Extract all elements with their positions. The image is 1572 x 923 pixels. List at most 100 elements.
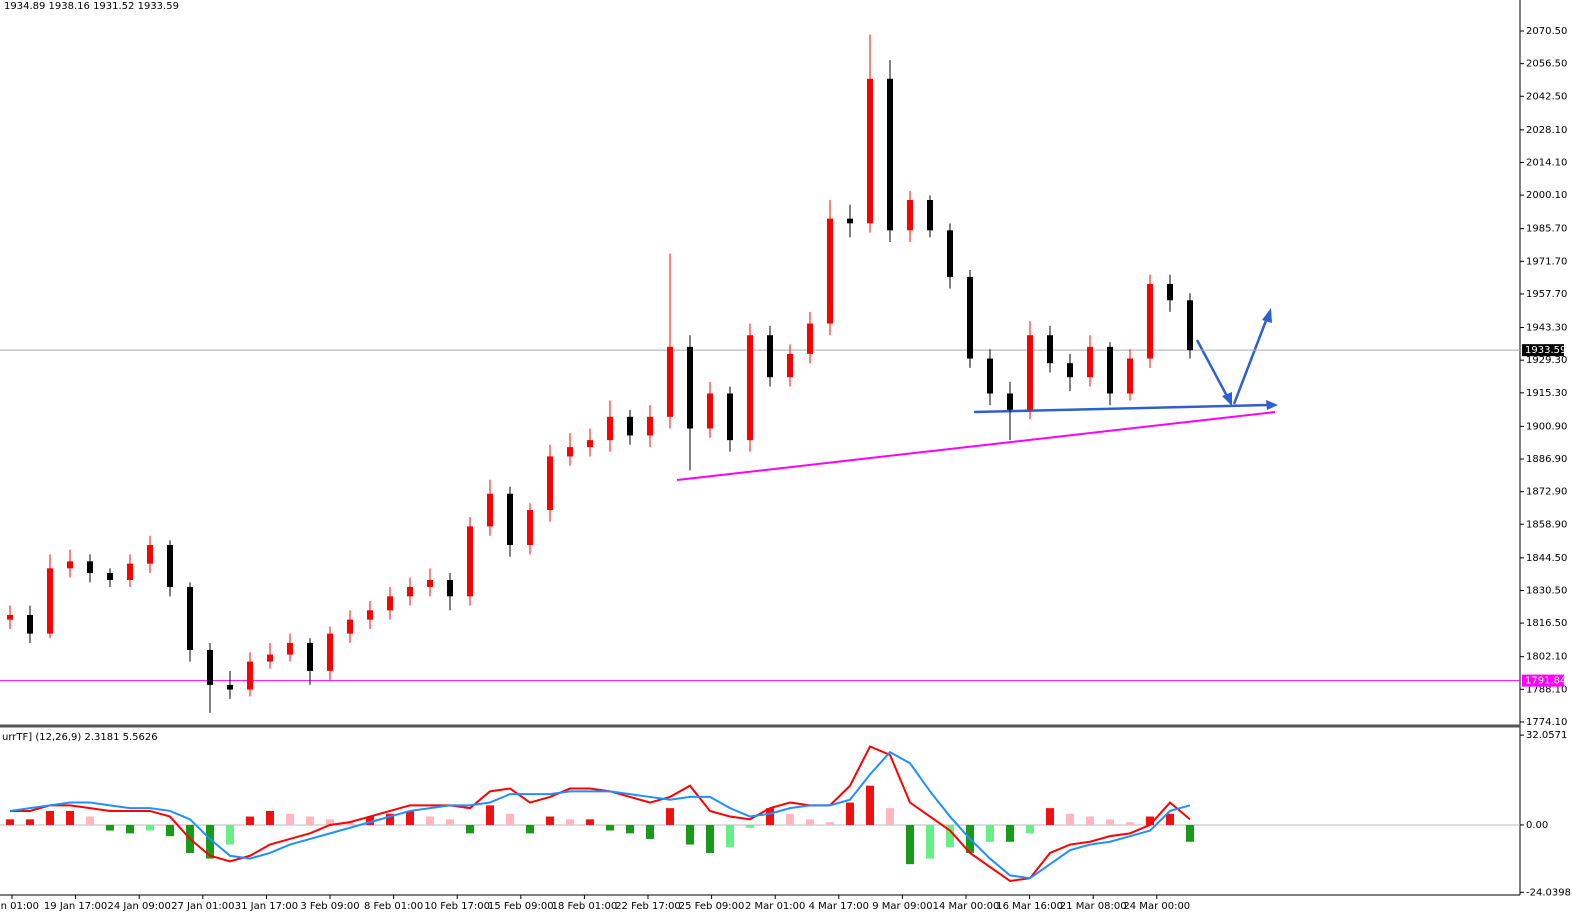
arrow-head	[1266, 400, 1278, 410]
candle-body	[627, 416, 633, 436]
y-tick-label: 2000.10	[1526, 190, 1567, 201]
candle-body	[347, 619, 353, 634]
histogram-bar	[746, 824, 754, 828]
candle-body	[1047, 335, 1053, 364]
candle-body	[887, 78, 893, 231]
histogram-bar	[926, 824, 934, 859]
y-tick-label: 1957.70	[1526, 289, 1567, 300]
candle-body	[507, 493, 513, 546]
histogram-bar	[6, 819, 14, 825]
y-tick-label: 1816.50	[1526, 618, 1567, 629]
candle-body	[207, 649, 213, 685]
candle-body	[187, 586, 193, 650]
candle-body	[467, 526, 473, 597]
histogram-bar	[646, 824, 654, 839]
candle-body	[927, 200, 933, 231]
candle-body	[1127, 358, 1133, 394]
histogram-bar	[946, 824, 954, 848]
y-tick-label: 1802.10	[1526, 652, 1567, 663]
arrow-head	[1222, 392, 1232, 406]
histogram-bar	[366, 816, 374, 825]
candle-body	[1167, 283, 1173, 301]
indicator-label: urrTF] (12,26,9) 2.3181 5.5626	[2, 732, 158, 743]
candle-body	[487, 493, 493, 527]
histogram-bar	[686, 824, 694, 845]
x-tick-label: 19 Jan 17:00	[44, 901, 107, 912]
x-tick-label: 10 Feb 17:00	[424, 901, 490, 912]
histogram-bar	[526, 824, 534, 834]
candle-body	[47, 568, 53, 634]
current-price-box	[1522, 344, 1564, 357]
y-tick-label: 1985.70	[1526, 224, 1567, 235]
candle-body	[1107, 346, 1113, 394]
forecast-arrow-down	[1195, 339, 1230, 399]
candle-body	[147, 545, 153, 564]
y-tick-label: 2042.50	[1526, 91, 1567, 102]
histogram-bar	[666, 808, 674, 825]
candle-body	[387, 596, 393, 611]
histogram-bar	[1006, 824, 1014, 842]
y-tick-label: 1915.30	[1526, 388, 1567, 399]
histogram-bar	[1066, 813, 1074, 825]
y-tick-label: 1971.70	[1526, 256, 1567, 267]
candle-body	[1087, 346, 1093, 378]
candle-body	[567, 447, 573, 457]
x-tick-label: 15 Feb 09:00	[488, 901, 554, 912]
candle-body	[267, 654, 273, 662]
y-tick-label: 2070.50	[1526, 26, 1567, 37]
histogram-bar	[806, 819, 814, 825]
neckline	[973, 403, 1269, 414]
candle-body	[787, 353, 793, 378]
candle-body	[1027, 335, 1033, 410]
candle-body	[847, 218, 853, 224]
y-tick-label: 1774.10	[1526, 717, 1567, 728]
candle-body	[7, 614, 13, 620]
histogram-bar	[386, 813, 394, 825]
x-tick-label: 21 Mar 08:00	[1060, 901, 1127, 912]
candle-body	[1147, 283, 1153, 359]
drawings	[676, 308, 1278, 481]
histogram-bar	[866, 785, 874, 825]
histogram-bar	[726, 824, 734, 848]
candle-body	[447, 580, 453, 597]
x-tick-label: 16 Mar 16:00	[996, 901, 1063, 912]
candle-body	[247, 661, 253, 690]
candle-body	[947, 230, 953, 277]
histogram-bar	[206, 824, 214, 859]
y-tick-label: 1886.90	[1526, 454, 1567, 465]
histogram-bar	[126, 824, 134, 834]
histogram-bar	[1146, 816, 1154, 825]
histogram-bar	[446, 819, 454, 825]
histogram-bar	[86, 816, 94, 825]
histogram-bar	[266, 810, 274, 825]
y-tick-label: 1872.90	[1526, 487, 1567, 498]
histogram-bar	[1186, 824, 1194, 842]
histogram-bar	[346, 822, 354, 825]
histogram-bar	[326, 819, 334, 825]
histogram-bar	[506, 813, 514, 825]
candle-body	[807, 323, 813, 354]
x-tick-label: 31 Jan 17:00	[235, 901, 298, 912]
level-label-box	[1522, 674, 1564, 687]
x-tick-label: 2 Mar 01:00	[745, 901, 805, 912]
current-price-label: 1933.59	[1525, 345, 1566, 356]
forecast-arrow-up	[1232, 317, 1269, 405]
y-tick-label: 0.00	[1526, 820, 1548, 831]
candle-body	[547, 456, 553, 511]
candle-body	[687, 346, 693, 429]
level-label: 1791.84	[1525, 676, 1566, 687]
candle-body	[367, 610, 373, 620]
histogram-bar	[706, 824, 714, 853]
histogram-bar	[986, 824, 994, 842]
histogram-bar	[1026, 824, 1034, 834]
y-tick-label: 32.0571	[1526, 730, 1567, 741]
histogram-bar	[106, 824, 114, 831]
ohlc-readout: 1934.89 1938.16 1931.52 1933.59	[4, 1, 179, 12]
histogram-bar	[906, 824, 914, 865]
histogram-bar	[586, 819, 594, 825]
candle-body	[227, 684, 233, 690]
x-tick-label: 9 Mar 09:00	[872, 901, 932, 912]
candle-body	[747, 335, 753, 441]
candle-body	[427, 580, 433, 587]
